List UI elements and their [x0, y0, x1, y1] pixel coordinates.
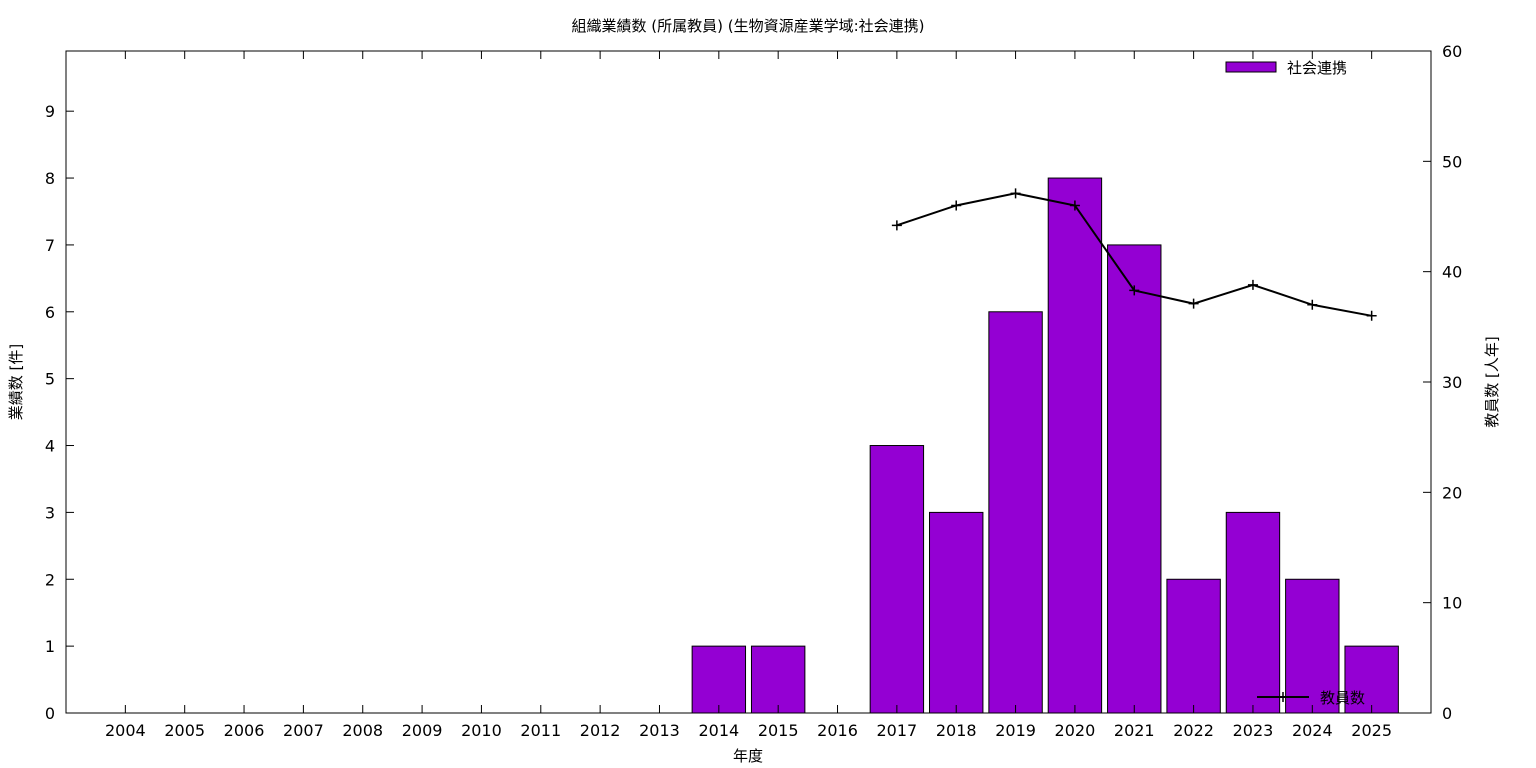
x-tick-label-2018: 2018 [936, 721, 977, 740]
y-tick-label-2: 2 [45, 570, 55, 589]
x-tick-label-2008: 2008 [342, 721, 383, 740]
bar-2017 [869, 445, 925, 714]
bar-2024 [1285, 578, 1340, 714]
y-tick-label-3: 3 [45, 503, 55, 522]
x-tick-label-2019: 2019 [995, 721, 1036, 740]
x-tick-label-2009: 2009 [402, 721, 443, 740]
y2-tick-label-10: 10 [1442, 594, 1462, 613]
line-point-2017 [891, 220, 902, 231]
legend-bar-swatch [1225, 61, 1277, 73]
x-tick-label-2006: 2006 [224, 721, 265, 740]
legend-bar-series: 社会連携 [1225, 59, 1347, 77]
plot-area: 2004 2005 2006 2007 2008 2009 2010 2011 2012 2013… [45, 42, 1463, 740]
bar-2020 [1047, 177, 1103, 714]
bar-2015 [750, 645, 806, 714]
y-tick-label-8: 8 [45, 169, 55, 188]
x-tick-label-2017: 2017 [877, 721, 918, 740]
x-axis-label: 年度 [733, 747, 763, 765]
x-tick-label-2005: 2005 [164, 721, 205, 740]
legend-line-label: 教員数 [1320, 689, 1365, 707]
x-tick-label-2013: 2013 [639, 721, 680, 740]
x-tick-label-2014: 2014 [698, 721, 739, 740]
line-point-2022 [1188, 298, 1199, 309]
bar-2018 [929, 511, 984, 714]
y2-tick-label-30: 30 [1442, 373, 1462, 392]
y-tick-label-1: 1 [45, 637, 55, 656]
x-tick-label-2021: 2021 [1114, 721, 1155, 740]
y-tick-label-6: 6 [45, 303, 55, 322]
y2-tick-label-50: 50 [1442, 152, 1462, 171]
bar-2014 [691, 645, 747, 714]
x-tick-label-2023: 2023 [1233, 721, 1274, 740]
x-tick-label-2015: 2015 [758, 721, 799, 740]
bar-2025 [1344, 645, 1399, 714]
y-axis-label: 業績数 [件] [7, 344, 25, 420]
bar-2022 [1166, 578, 1221, 714]
x-tick-label-2020: 2020 [1055, 721, 1096, 740]
y2-tick-label-20: 20 [1442, 483, 1462, 502]
line-point-2023 [1247, 279, 1258, 290]
legend-bar-label: 社会連携 [1287, 59, 1347, 77]
line-point-2025 [1366, 310, 1377, 321]
bar-2019 [988, 311, 1043, 714]
line-point-2024 [1307, 299, 1318, 310]
x-tick-label-2011: 2011 [520, 721, 561, 740]
y-tick-label-9: 9 [45, 102, 55, 121]
y2-tick-label-0: 0 [1442, 704, 1452, 723]
x-tick-label-2022: 2022 [1173, 721, 1214, 740]
x-tick-label-2007: 2007 [283, 721, 324, 740]
bar-2023 [1225, 511, 1281, 714]
x-tick-label-2012: 2012 [580, 721, 621, 740]
y2-tick-label-40: 40 [1442, 263, 1462, 282]
y-tick-label-0: 0 [45, 704, 55, 723]
y-tick-label-7: 7 [45, 236, 55, 255]
x-tick-label-2004: 2004 [105, 721, 146, 740]
line-point-2018 [951, 200, 962, 211]
y-tick-label-4: 4 [45, 437, 55, 456]
legend-line-series: 教員数 [1257, 689, 1365, 707]
bar-2021 [1107, 244, 1162, 714]
y2-tick-label-60: 60 [1442, 42, 1462, 61]
x-tick-label-2025: 2025 [1351, 721, 1392, 740]
line-point-2019 [1010, 188, 1021, 199]
y2-axis-label: 教員数 [人年] [1483, 336, 1501, 427]
line-point-2020 [1069, 200, 1080, 211]
x-tick-label-2016: 2016 [817, 721, 858, 740]
y-tick-label-5: 5 [45, 370, 55, 389]
x-tick-label-2024: 2024 [1292, 721, 1333, 740]
chart-title: 組織業績数 (所属教員) (生物資源産業学域:社会連携) [571, 17, 924, 35]
line-point-2021 [1129, 285, 1140, 296]
x-tick-label-2010: 2010 [461, 721, 502, 740]
